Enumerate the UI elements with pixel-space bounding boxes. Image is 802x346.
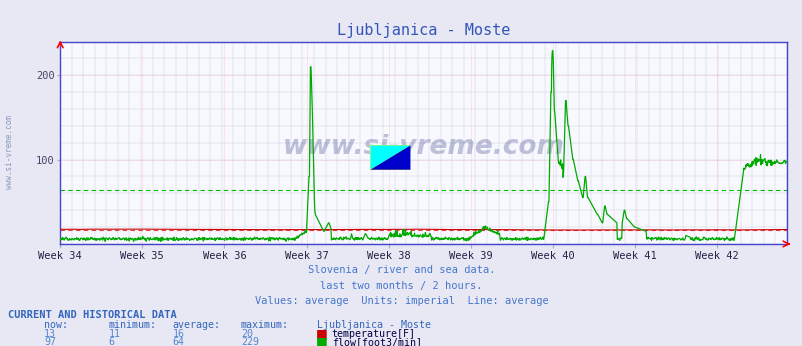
Polygon shape bbox=[370, 145, 410, 170]
Text: ■: ■ bbox=[315, 335, 327, 346]
Text: flow[foot3/min]: flow[foot3/min] bbox=[331, 337, 421, 346]
Polygon shape bbox=[370, 145, 410, 170]
Text: temperature[F]: temperature[F] bbox=[331, 329, 415, 339]
Text: ■: ■ bbox=[315, 327, 327, 340]
Text: www.si-vreme.com: www.si-vreme.com bbox=[282, 134, 564, 160]
Text: CURRENT AND HISTORICAL DATA: CURRENT AND HISTORICAL DATA bbox=[8, 310, 176, 320]
Text: average:: average: bbox=[172, 320, 221, 330]
Text: maximum:: maximum: bbox=[241, 320, 289, 330]
Text: now:: now: bbox=[44, 320, 68, 330]
Text: Ljubljanica - Moste: Ljubljanica - Moste bbox=[317, 320, 431, 330]
Text: Slovenia / river and sea data.: Slovenia / river and sea data. bbox=[307, 265, 495, 275]
Text: Values: average  Units: imperial  Line: average: Values: average Units: imperial Line: av… bbox=[254, 297, 548, 307]
Text: 20: 20 bbox=[241, 329, 253, 339]
Text: last two months / 2 hours.: last two months / 2 hours. bbox=[320, 281, 482, 291]
Text: 229: 229 bbox=[241, 337, 258, 346]
Text: 6: 6 bbox=[108, 337, 114, 346]
Text: 16: 16 bbox=[172, 329, 184, 339]
Text: minimum:: minimum: bbox=[108, 320, 156, 330]
Title: Ljubljanica - Moste: Ljubljanica - Moste bbox=[337, 22, 509, 38]
Text: 64: 64 bbox=[172, 337, 184, 346]
Text: 13: 13 bbox=[44, 329, 56, 339]
Text: 11: 11 bbox=[108, 329, 120, 339]
Text: www.si-vreme.com: www.si-vreme.com bbox=[5, 115, 14, 189]
FancyBboxPatch shape bbox=[370, 145, 410, 170]
Text: 97: 97 bbox=[44, 337, 56, 346]
